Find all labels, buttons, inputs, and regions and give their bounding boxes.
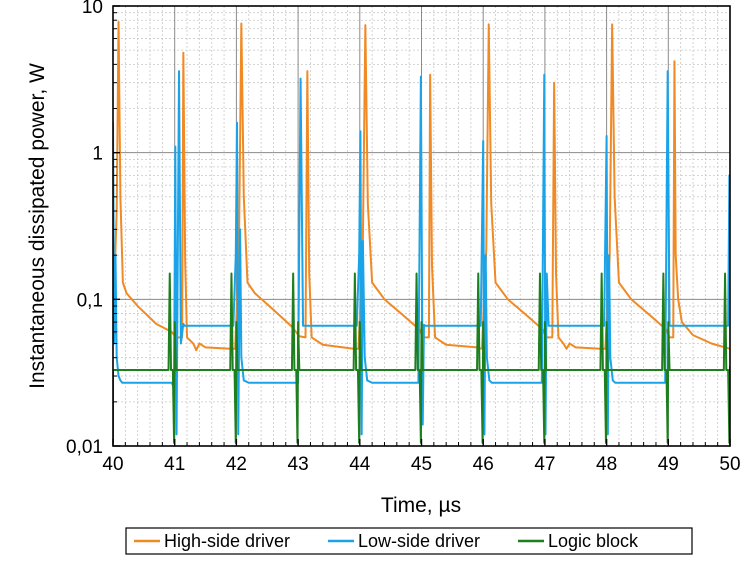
series-line-logic-block [113,272,730,444]
x-tick-label: 45 [411,454,432,475]
y-axis-title: Instantaneous dissipated power, W [26,63,49,389]
x-tick-label: 49 [658,454,679,475]
legend-label-high-side-driver: High-side driver [164,531,290,551]
legend-box [125,527,693,555]
series-line-low-side-driver [113,70,730,436]
x-tick-label: 46 [473,454,494,475]
x-tick-label: 41 [164,454,185,475]
x-tick-label: 42 [226,454,247,475]
x-axis-title: Time, µs [381,494,461,517]
y-tick-label: 10 [82,0,103,18]
x-tick-label: 43 [288,454,309,475]
x-tick-label: 44 [349,454,371,475]
y-tick-label: 0,01 [66,437,103,458]
x-tick-labels: 40 41 42 43 44 45 46 47 48 49 50 [102,454,740,475]
y-tick-label: 0,1 [77,290,103,311]
y-tick-labels: 0,01 0,1 1 10 [66,0,103,458]
legend-label-low-side-driver: Low-side driver [358,531,480,551]
y-tick-label: 1 [92,144,103,165]
x-tick-label: 50 [719,454,740,475]
series-layer [113,20,730,444]
legend: High-side driver Low-side driver Logic blo… [125,527,693,555]
x-tick-label: 47 [534,454,555,475]
legend-label-logic-block: Logic block [548,531,639,551]
axis-ticks [112,5,731,447]
x-tick-label: 40 [102,454,123,475]
x-tick-label: 48 [596,454,617,475]
